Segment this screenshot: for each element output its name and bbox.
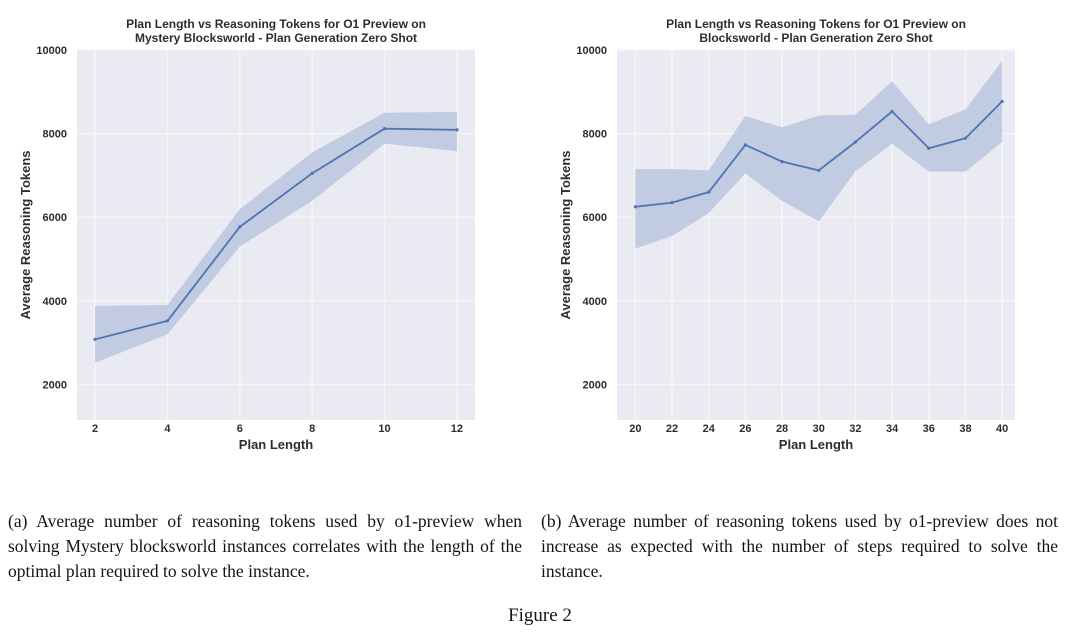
- data-point-marker: [670, 200, 674, 205]
- data-point-marker: [633, 205, 637, 209]
- data-point-marker: [165, 319, 170, 323]
- data-point-marker: [455, 128, 459, 132]
- data-point-marker: [93, 337, 97, 341]
- mean-line: [94, 127, 458, 341]
- x-tick-label: 12: [451, 423, 463, 435]
- data-point-marker: [707, 190, 711, 194]
- x-tick-label: 22: [666, 423, 678, 435]
- x-tick-label: 10: [378, 423, 390, 435]
- y-tick-label: 6000: [43, 212, 67, 224]
- y-tick-label: 10000: [36, 45, 67, 57]
- y-tick-label: 2000: [43, 379, 67, 391]
- y-tick-label: 8000: [583, 129, 607, 141]
- confidence-band: [635, 60, 1003, 249]
- data-point-marker: [927, 146, 931, 150]
- data-point-marker: [310, 171, 314, 175]
- plot-area: [77, 50, 475, 420]
- data-point-marker: [382, 126, 387, 131]
- caption-a: (a) Average number of reasoning tokens u…: [8, 511, 522, 581]
- line-chart-blocksworld: 2000 4000 6000 8000 10000 20 22 24 26 28 30 32 34 36 3…: [558, 17, 1015, 452]
- x-tick-label: 24: [703, 423, 716, 435]
- caption-b: (b) Average number of reasoning tokens u…: [541, 511, 1058, 581]
- x-tick-label: 38: [959, 423, 971, 435]
- line-chart-mystery-blocksworld: 2000 4000 6000 8000 10000 2 4 6 8 10 12 Plan Length…: [18, 17, 475, 452]
- figure-label: Figure 2: [508, 605, 572, 626]
- x-tick-label: 8: [309, 423, 315, 435]
- chart-title-line: Mystery Blocksworld - Plan Generation Ze…: [135, 31, 417, 45]
- y-tick-label: 10000: [576, 45, 607, 57]
- x-tick-label: 36: [923, 423, 935, 435]
- y-tick-label: 6000: [583, 212, 607, 224]
- x-tick-label: 30: [813, 423, 825, 435]
- chart-title-line: Plan Length vs Reasoning Tokens for O1 P…: [126, 17, 426, 31]
- x-tick-label: 20: [629, 423, 641, 435]
- data-point-marker: [743, 143, 747, 147]
- data-point-marker: [1000, 99, 1004, 104]
- x-tick-label: 2: [92, 423, 98, 435]
- chart-title-line: Blocksworld - Plan Generation Zero Shot: [699, 31, 932, 45]
- y-tick-label: 2000: [583, 379, 607, 391]
- x-tick-label: 6: [237, 423, 243, 435]
- chart-title-line: Plan Length vs Reasoning Tokens for O1 P…: [666, 17, 966, 31]
- x-axis-label: Plan Length: [779, 437, 853, 452]
- x-tick-label: 26: [739, 423, 751, 435]
- x-tick-label: 4: [164, 423, 171, 435]
- y-tick-label: 4000: [583, 296, 607, 308]
- confidence-band: [95, 111, 457, 363]
- data-point-marker: [890, 109, 894, 114]
- chart-panel-b: 2000 4000 6000 8000 10000 20 22 24 26 28 30 32 34 36 3…: [540, 0, 1080, 470]
- data-point-marker: [963, 136, 968, 140]
- data-point-marker: [238, 225, 242, 229]
- x-axis-label: Plan Length: [239, 437, 313, 452]
- data-point-marker: [853, 140, 858, 144]
- x-tick-label: 32: [849, 423, 861, 435]
- x-tick-label: 40: [996, 423, 1008, 435]
- x-tick-label: 28: [776, 423, 788, 435]
- y-axis-label: Average Reasoning Tokens: [18, 150, 33, 319]
- y-axis-label: Average Reasoning Tokens: [558, 150, 573, 319]
- data-point-marker: [817, 168, 821, 173]
- data-point-marker: [780, 160, 784, 164]
- y-tick-label: 8000: [43, 129, 67, 141]
- plot-area: [617, 50, 1015, 420]
- chart-panel-a: 2000 4000 6000 8000 10000 2 4 6 8 10 12 Plan Length…: [0, 0, 540, 470]
- y-tick-label: 4000: [43, 296, 67, 308]
- x-tick-label: 34: [886, 423, 899, 435]
